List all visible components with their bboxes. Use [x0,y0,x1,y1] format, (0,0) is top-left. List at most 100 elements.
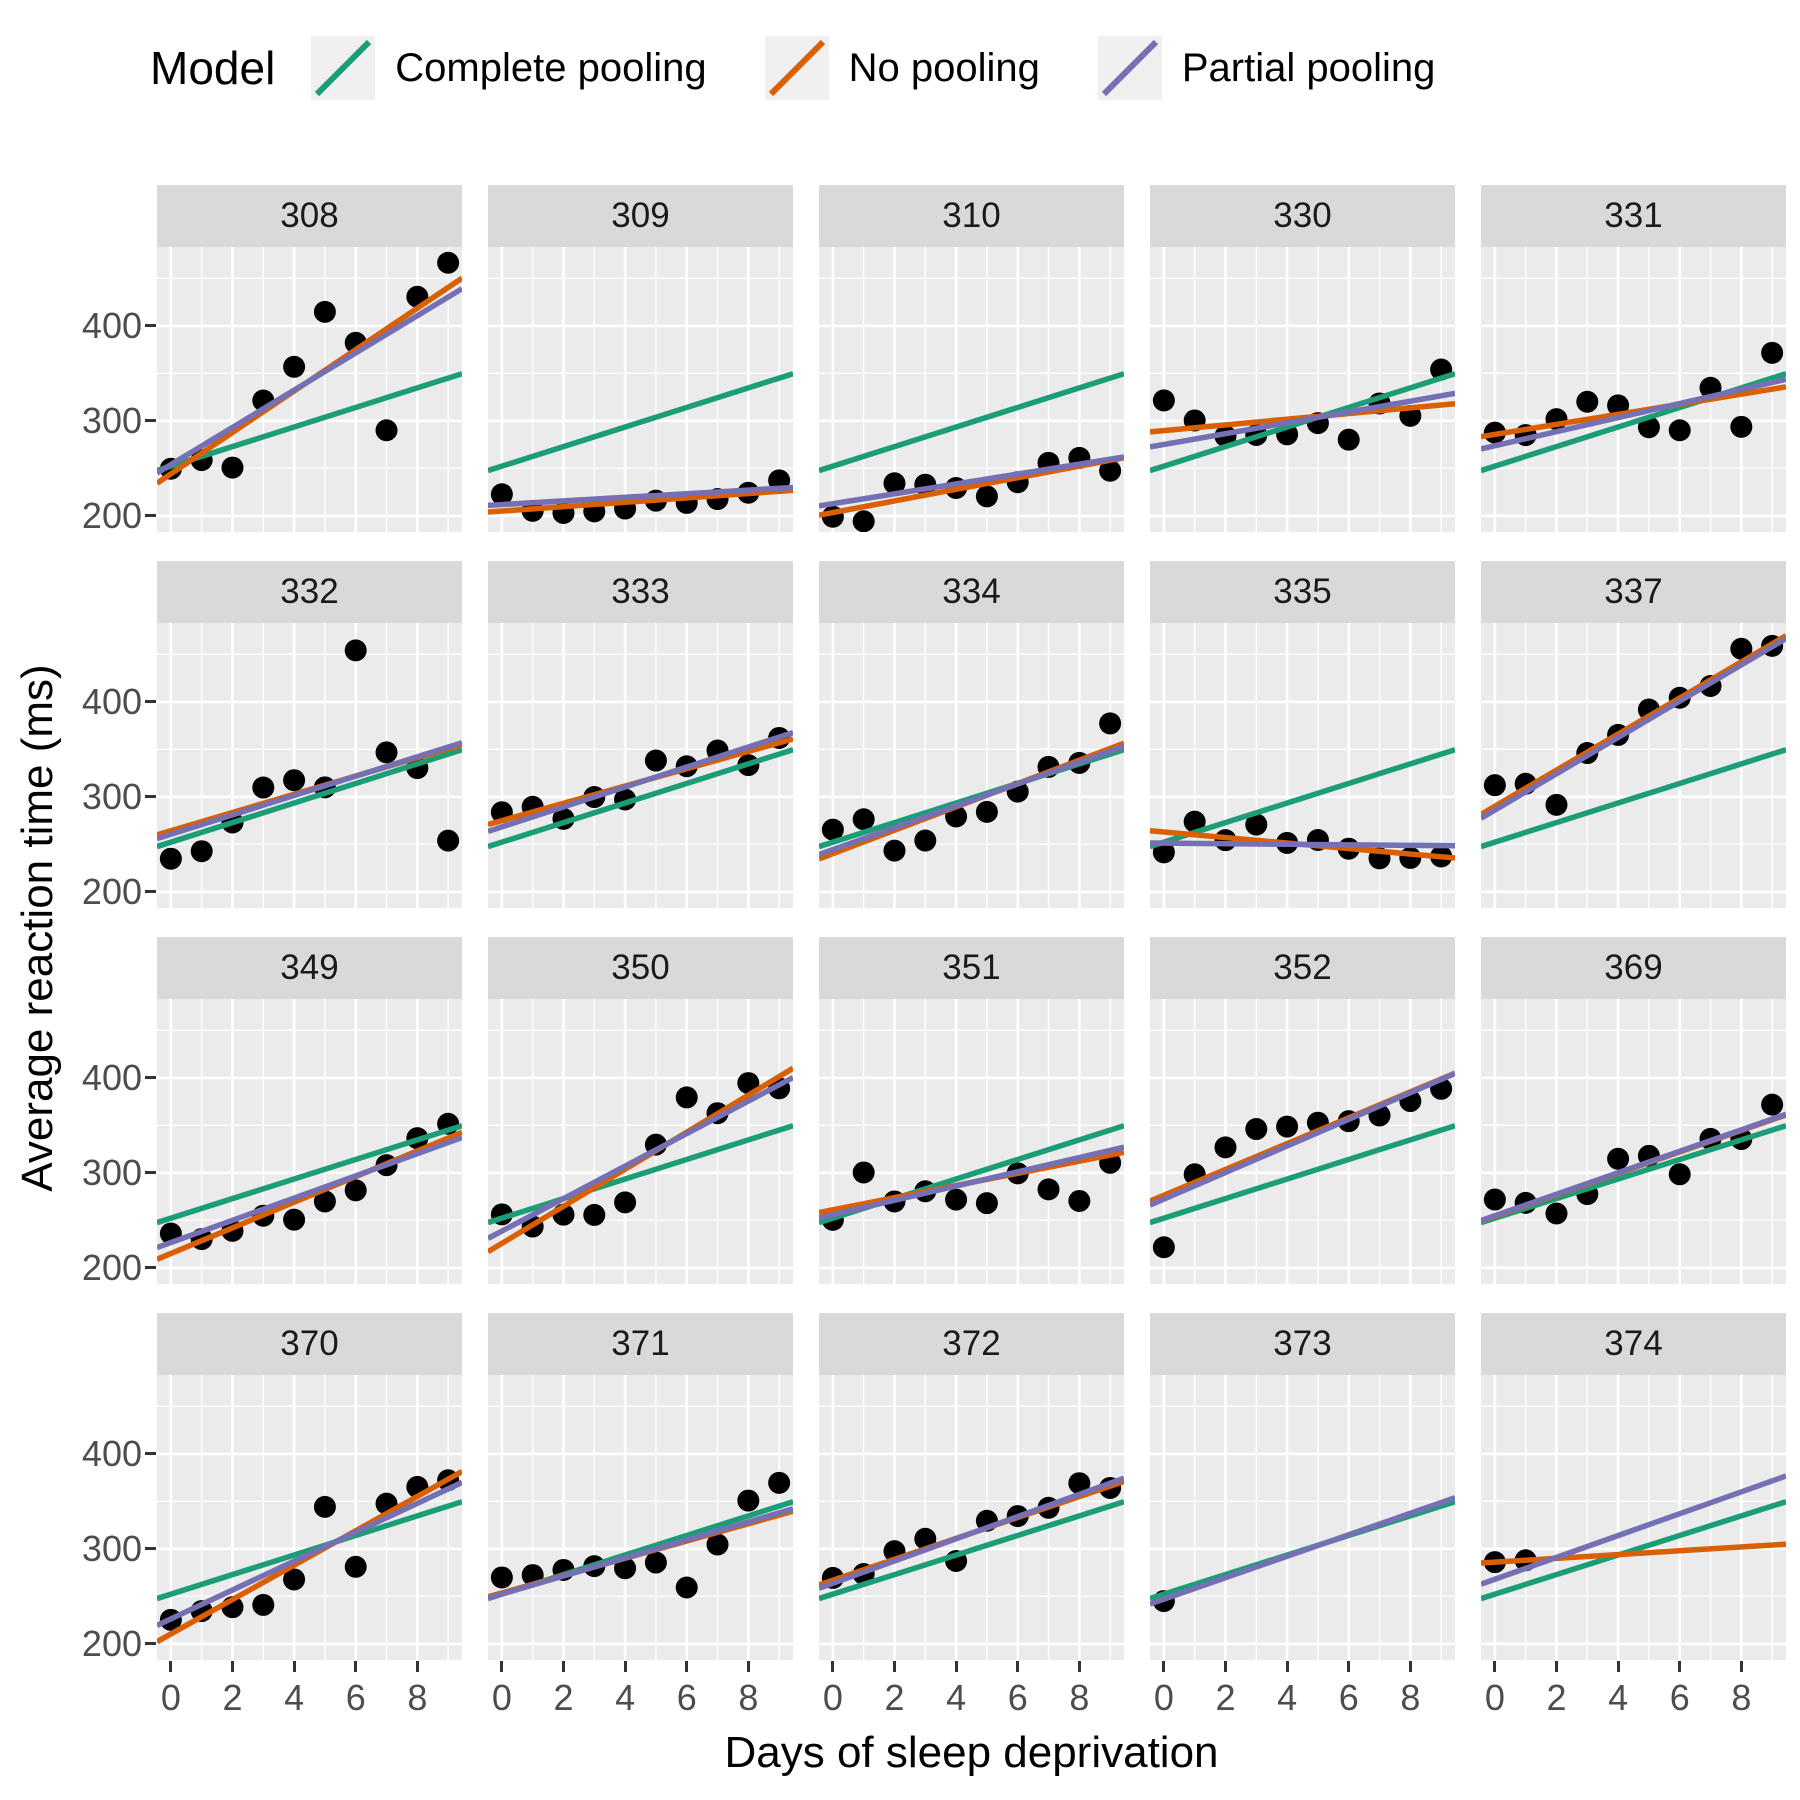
partial-pooling-line [1150,840,1455,849]
facet-panel-372 [819,1375,1124,1660]
legend-entry-no-pooling: No pooling [764,36,1040,100]
x-tick-label-4: 4 [946,1677,967,1718]
facet-333: 333 [488,561,793,908]
x-tick-label-0: 0 [1153,1677,1174,1718]
x-tick-label-8: 8 [1400,1677,1421,1718]
legend-title: Model [150,42,276,94]
no-pooling-line [488,487,793,515]
facet-panel-337 [1481,623,1786,908]
data-point [675,1086,698,1109]
x-tick-mark [1077,1661,1081,1672]
facet-369: 369 [1481,937,1786,1284]
data-point [1183,810,1206,833]
facet-337: 337 [1481,561,1786,908]
complete-pooling-line [1481,747,1786,850]
facet-strip-label: 370 [157,1313,462,1375]
x-tick-label-6: 6 [1669,1677,1690,1718]
data-point [159,847,182,870]
facet-strip-label: 308 [157,185,462,247]
facet-panel-309 [488,247,793,532]
facet-308: 308 [157,185,462,532]
y-tick-label-300: 300 [81,399,142,441]
facet-panel-330 [1150,247,1455,532]
x-tick-label-8: 8 [407,1677,428,1718]
data-point [852,1161,875,1184]
data-point [375,741,398,764]
facet-strip-label: 352 [1150,937,1455,999]
x-tick-label-8: 8 [1069,1677,1090,1718]
data-point [945,1188,968,1211]
x-tick-label-4: 4 [1608,1677,1629,1718]
x-tick-label-8: 8 [1731,1677,1752,1718]
y-tick-label-400: 400 [81,1056,142,1098]
x-tick-mark [1408,1661,1412,1672]
complete-pooling-line [157,371,462,474]
data-point [1545,793,1568,816]
data-point [1668,1163,1691,1186]
data-point [344,1555,367,1578]
partial-pooling-line [1150,1495,1455,1607]
facet-panel-332 [157,623,462,908]
y-tick-label-400: 400 [81,680,142,722]
legend-label-complete-pooling: Complete pooling [395,45,707,90]
data-point [1337,428,1360,451]
data-point [1068,1189,1091,1212]
data-point [883,839,906,862]
data-point [1152,389,1175,412]
data-point [1483,774,1506,797]
data-point [914,829,937,852]
y-tick-mark [145,419,156,423]
x-tick-mark [1493,1661,1497,1672]
x-tick-label-2: 2 [1546,1677,1567,1718]
data-point [644,1551,667,1574]
x-tick-mark [230,1661,234,1672]
data-point [344,1179,367,1202]
facet-334: 334 [819,561,1124,908]
partial-pooling-line [1481,376,1786,452]
facet-330: 330 [1150,185,1455,532]
data-point [1068,1472,1091,1495]
data-point [313,1190,336,1213]
data-point [344,639,367,662]
partial-pooling-line [157,1479,462,1628]
data-point [768,1471,791,1494]
facet-370: 370 [157,1313,462,1660]
partial-pooling-line [488,1075,793,1241]
y-tick-mark [145,1547,156,1551]
data-point [675,1576,698,1599]
data-point [252,1593,275,1616]
x-tick-label-4: 4 [1277,1677,1298,1718]
facet-strip-label: 333 [488,561,793,623]
partial-pooling-line [488,484,793,509]
facet-panel-371 [488,1375,793,1660]
partial-pooling-line [1150,1070,1455,1208]
y-tick-mark [145,890,156,894]
x-tick-mark [1162,1661,1166,1672]
facet-panel-310 [819,247,1124,532]
x-tick-label-2: 2 [222,1677,243,1718]
data-point [1245,1118,1268,1141]
data-point [583,1203,606,1226]
partial-pooling-line [819,1144,1124,1221]
complete-pooling-line [819,1499,1124,1602]
legend-label-partial-pooling: Partial pooling [1181,45,1436,90]
x-tick-mark [1223,1661,1227,1672]
partial-pooling-line [819,454,1124,509]
x-tick-mark [623,1661,627,1672]
y-tick-mark [145,1171,156,1175]
x-tick-label-6: 6 [676,1677,697,1718]
y-tick-label-200: 200 [81,1622,142,1664]
facet-strip-label: 335 [1150,561,1455,623]
data-point [644,749,667,772]
complete-pooling-line [819,371,1124,474]
partial-pooling-line [819,743,1124,858]
y-tick-mark [145,1452,156,1456]
x-tick-mark [1285,1661,1289,1672]
data-point [975,485,998,508]
data-point [190,840,213,863]
y-tick-label-200: 200 [81,494,142,536]
data-point [1037,1178,1060,1201]
x-tick-label-2: 2 [1215,1677,1236,1718]
y-tick-label-200: 200 [81,870,142,912]
